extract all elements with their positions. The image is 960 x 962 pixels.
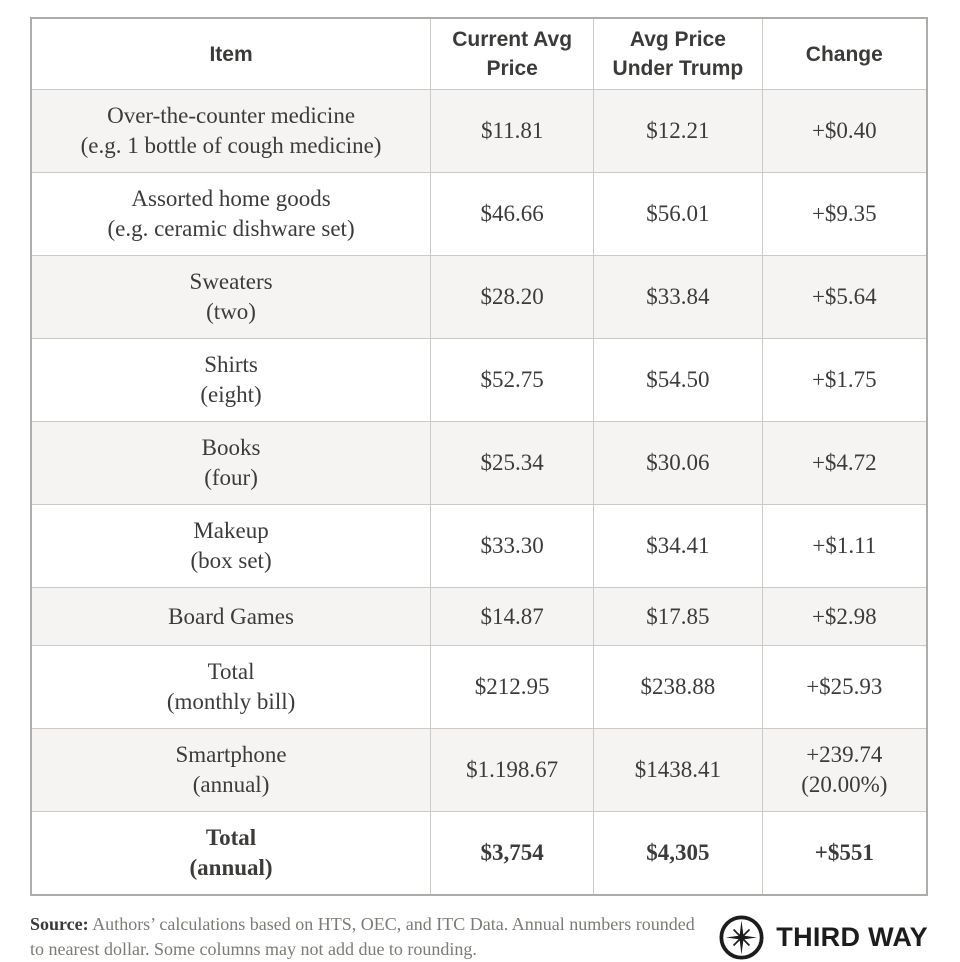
avg-price-under-trump-cell: $1438.41 [593, 728, 763, 812]
brand-name: THIRD WAY [776, 921, 928, 952]
current-avg-price-cell: $33.30 [430, 504, 595, 588]
avg-price-under-trump-cell: $238.88 [593, 645, 763, 729]
compass-star-icon [719, 914, 764, 960]
current-avg-price-cell: $14.87 [430, 587, 595, 646]
current-avg-price-cell: $28.20 [430, 255, 595, 339]
change-cell: +$4.72 [761, 421, 928, 505]
current-avg-price-cell: $1.198.67 [430, 728, 595, 812]
header-item: Item [30, 17, 432, 90]
change-cell: +$0.40 [761, 89, 928, 173]
item-cell: Total (monthly bill) [30, 645, 432, 729]
source-label: Source: [30, 914, 89, 934]
footer: Source: Authors’ calculations based on H… [30, 912, 928, 962]
source-note: Source: Authors’ calculations based on H… [30, 912, 695, 962]
header-row: Item Current Avg Price Avg Price Under T… [30, 17, 928, 90]
current-avg-price-cell: $11.81 [430, 89, 595, 173]
item-cell: Books (four) [30, 421, 432, 505]
avg-price-under-trump-cell: $54.50 [593, 338, 763, 422]
item-cell: Total (annual) [30, 811, 432, 896]
header-current-avg-price: Current Avg Price [430, 17, 595, 90]
price-comparison-table: Item Current Avg Price Avg Price Under T… [30, 17, 928, 896]
third-way-logo: THIRD WAY [718, 914, 928, 961]
table-row: Smartphone (annual) $1.198.67 $1438.41 +… [30, 728, 928, 812]
table-row: Sweaters (two) $28.20 $33.84 +$5.64 [30, 255, 928, 339]
item-cell: Smartphone (annual) [30, 728, 432, 812]
avg-price-under-trump-cell: $12.21 [593, 89, 763, 173]
avg-price-under-trump-cell: $4,305 [593, 811, 763, 896]
table-row: Books (four) $25.34 $30.06 +$4.72 [30, 421, 928, 505]
table-row: Over-the-counter medicine (e.g. 1 bottle… [30, 89, 928, 173]
avg-price-under-trump-cell: $56.01 [593, 172, 763, 256]
table-row: Board Games $14.87 $17.85 +$2.98 [30, 587, 928, 646]
table-header: Item Current Avg Price Avg Price Under T… [30, 17, 928, 90]
current-avg-price-cell: $52.75 [430, 338, 595, 422]
avg-price-under-trump-cell: $17.85 [593, 587, 763, 646]
item-cell: Board Games [30, 587, 432, 646]
change-cell: +$2.98 [761, 587, 928, 646]
table-body: Over-the-counter medicine (e.g. 1 bottle… [30, 89, 928, 896]
item-cell: Sweaters (two) [30, 255, 432, 339]
current-avg-price-cell: $3,754 [430, 811, 595, 896]
avg-price-under-trump-cell: $34.41 [593, 504, 763, 588]
item-cell: Makeup (box set) [30, 504, 432, 588]
current-avg-price-cell: $212.95 [430, 645, 595, 729]
avg-price-under-trump-cell: $30.06 [593, 421, 763, 505]
change-cell: +$1.75 [761, 338, 928, 422]
change-cell: +$9.35 [761, 172, 928, 256]
table-row: Total (annual) $3,754 $4,305 +$551 [30, 811, 928, 896]
header-change: Change [761, 17, 928, 90]
change-cell: +$5.64 [761, 255, 928, 339]
current-avg-price-cell: $46.66 [430, 172, 595, 256]
item-cell: Over-the-counter medicine (e.g. 1 bottle… [30, 89, 432, 173]
table-row: Total (monthly bill) $212.95 $238.88 +$2… [30, 645, 928, 729]
item-cell: Assorted home goods (e.g. ceramic dishwa… [30, 172, 432, 256]
change-cell: +239.74 (20.00%) [761, 728, 928, 812]
table-row: Assorted home goods (e.g. ceramic dishwa… [30, 172, 928, 256]
change-cell: +$25.93 [761, 645, 928, 729]
table-row: Makeup (box set) $33.30 $34.41 +$1.11 [30, 504, 928, 588]
current-avg-price-cell: $25.34 [430, 421, 595, 505]
change-cell: +$551 [761, 811, 928, 896]
avg-price-under-trump-cell: $33.84 [593, 255, 763, 339]
change-cell: +$1.11 [761, 504, 928, 588]
source-text: Authors’ calculations based on HTS, OEC,… [30, 914, 695, 959]
table-row: Shirts (eight) $52.75 $54.50 +$1.75 [30, 338, 928, 422]
item-cell: Shirts (eight) [30, 338, 432, 422]
header-avg-price-under-trump: Avg Price Under Trump [593, 17, 763, 90]
